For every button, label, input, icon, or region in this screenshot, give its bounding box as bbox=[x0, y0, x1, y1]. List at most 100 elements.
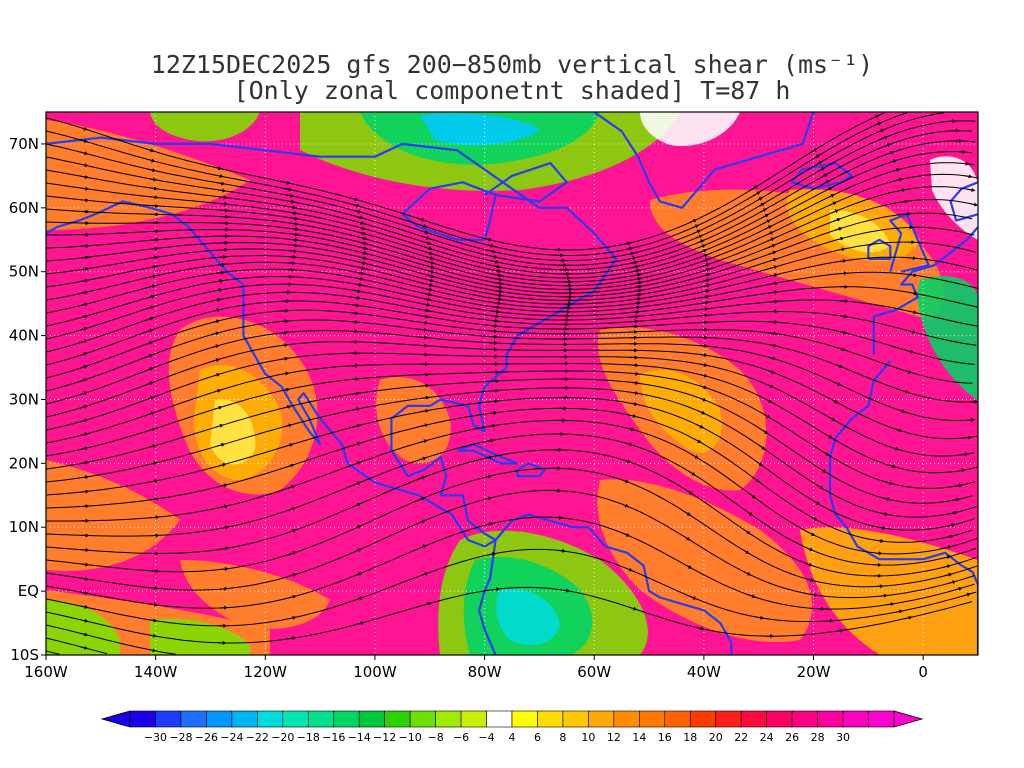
streamline-arrow bbox=[622, 532, 631, 537]
streamline-arrow bbox=[963, 435, 972, 440]
streamline-34 bbox=[46, 467, 978, 588]
streamline-arrow bbox=[146, 148, 155, 153]
streamline-13 bbox=[46, 241, 976, 305]
streamline-arrow bbox=[288, 205, 297, 210]
streamline-arrow bbox=[355, 215, 364, 220]
streamline-arrow bbox=[281, 387, 291, 392]
streamline-arrow bbox=[289, 211, 298, 215]
streamline-arrow bbox=[874, 551, 883, 556]
streamline-arrow bbox=[216, 443, 226, 447]
streamline-arrow bbox=[420, 423, 429, 428]
streamline-arrow bbox=[876, 128, 886, 133]
streamline-arrow bbox=[947, 119, 957, 124]
streamline-arrow bbox=[80, 198, 90, 203]
shear-blob-5 bbox=[376, 376, 451, 464]
shear-blob-22 bbox=[917, 276, 978, 400]
streamline-arrow bbox=[827, 194, 835, 199]
streamline-arrow bbox=[359, 241, 368, 246]
streamline-arrow bbox=[897, 188, 906, 193]
streamline-arrow bbox=[492, 264, 501, 269]
streamline-arrow bbox=[907, 329, 917, 334]
streamline-arrow bbox=[422, 235, 431, 240]
streamline-arrow bbox=[947, 523, 956, 528]
streamline-arrow bbox=[353, 289, 362, 294]
streamline-arrow bbox=[145, 381, 154, 386]
streamline-9 bbox=[46, 186, 975, 290]
streamline-arrow bbox=[630, 371, 640, 376]
streamline-arrow bbox=[700, 253, 709, 258]
streamline-arrow bbox=[628, 256, 637, 261]
streamline-arrow bbox=[150, 246, 159, 251]
streamline-arrow bbox=[145, 341, 154, 345]
streamline-arrow bbox=[350, 319, 359, 324]
streamline-arrow bbox=[815, 160, 823, 166]
streamline-arrow bbox=[769, 265, 778, 270]
title-line-2: [Only zonal componetnt shaded] T=87 h bbox=[234, 76, 791, 105]
streamline-arrow bbox=[420, 408, 430, 413]
streamline-arrow bbox=[287, 506, 297, 511]
colorbar-label: −6 bbox=[453, 731, 469, 744]
streamline-arrow bbox=[352, 424, 362, 428]
streamline-arrow bbox=[145, 328, 154, 333]
streamline-arrow bbox=[490, 388, 500, 393]
streamline-arrow bbox=[351, 303, 360, 308]
streamline-arrow bbox=[288, 615, 297, 620]
streamline-arrow bbox=[417, 475, 427, 480]
coastline-13 bbox=[483, 162, 568, 203]
lon-tick-label: 140W bbox=[134, 663, 178, 681]
colorbar-swatch bbox=[588, 710, 615, 728]
streamline-arrow bbox=[213, 388, 222, 393]
coastline-1 bbox=[494, 513, 733, 655]
colorbar-label: −22 bbox=[246, 731, 269, 744]
streamline-arrow bbox=[949, 510, 958, 515]
streamline-arrow bbox=[287, 636, 297, 641]
streamline-arrow bbox=[877, 525, 887, 530]
streamline-arrow bbox=[423, 292, 433, 297]
streamline-arrow bbox=[908, 310, 918, 315]
streamline-arrow bbox=[290, 232, 300, 237]
streamline-arrow bbox=[755, 460, 763, 466]
colorbar-label: 18 bbox=[683, 731, 697, 744]
streamline-arrow bbox=[279, 343, 289, 348]
streamline-arrow bbox=[966, 417, 976, 422]
title-line-1: 12Z15DEC2025 gfs 200−850mb vertical shea… bbox=[151, 50, 873, 79]
coastline-2 bbox=[478, 539, 497, 655]
streamline-arrow bbox=[700, 306, 709, 311]
lat-tick-label: 40N bbox=[9, 327, 39, 345]
colorbar-label: −20 bbox=[271, 731, 294, 744]
colorbar-label: 12 bbox=[607, 731, 621, 744]
streamline-arrow bbox=[885, 481, 894, 486]
streamline-arrow bbox=[489, 323, 499, 328]
streamline-arrow bbox=[493, 273, 503, 278]
streamline-arrow bbox=[80, 590, 89, 595]
streamline-40 bbox=[46, 637, 108, 655]
streamline-arrow bbox=[766, 383, 775, 388]
streamline-arrow bbox=[290, 237, 299, 242]
streamline-arrow bbox=[699, 373, 708, 378]
colorbar-label: 6 bbox=[534, 731, 541, 744]
coastline-9 bbox=[949, 181, 978, 222]
streamline-arrow bbox=[352, 203, 361, 208]
streamline-arrow bbox=[688, 470, 696, 476]
streamline-arrow bbox=[743, 529, 751, 535]
streamline-arrow bbox=[768, 343, 778, 348]
streamline-arrow bbox=[624, 442, 634, 447]
lat-tick-label: EQ bbox=[18, 582, 39, 600]
streamline-arrow bbox=[755, 615, 765, 620]
streamline-arrow bbox=[352, 442, 362, 446]
streamline-arrow bbox=[80, 163, 89, 168]
colorbar-swatch bbox=[435, 710, 462, 728]
streamline-arrow bbox=[750, 185, 759, 191]
streamline-arrow bbox=[902, 211, 912, 216]
streamline-arrow bbox=[80, 255, 90, 260]
streamline-arrow bbox=[493, 301, 502, 306]
streamline-arrow bbox=[79, 352, 88, 356]
streamline-arrow bbox=[426, 274, 435, 278]
streamline-arrow bbox=[80, 302, 89, 307]
streamline-arrow bbox=[421, 383, 430, 388]
streamline-arrow bbox=[80, 174, 89, 179]
streamline-arrow bbox=[885, 602, 895, 607]
streamline-arrow bbox=[280, 319, 289, 324]
streamline-arrow bbox=[494, 285, 504, 290]
streamline-arrow bbox=[150, 479, 159, 484]
